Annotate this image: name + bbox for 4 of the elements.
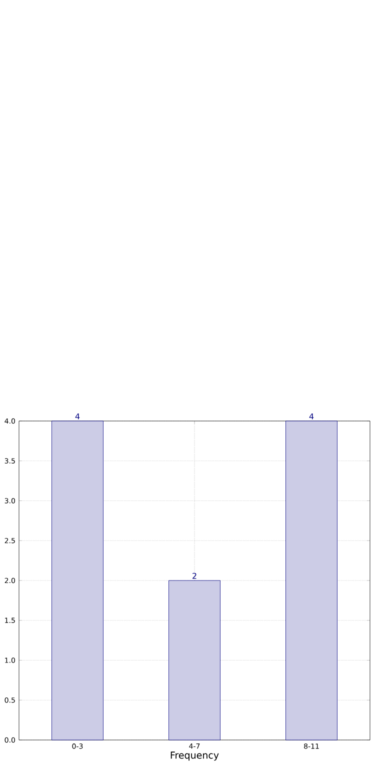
data-label: 2 [192,572,196,579]
x-axis-title: Frequency [170,752,219,761]
data-label: 4 [309,413,314,420]
data-label: 4 [75,413,80,420]
